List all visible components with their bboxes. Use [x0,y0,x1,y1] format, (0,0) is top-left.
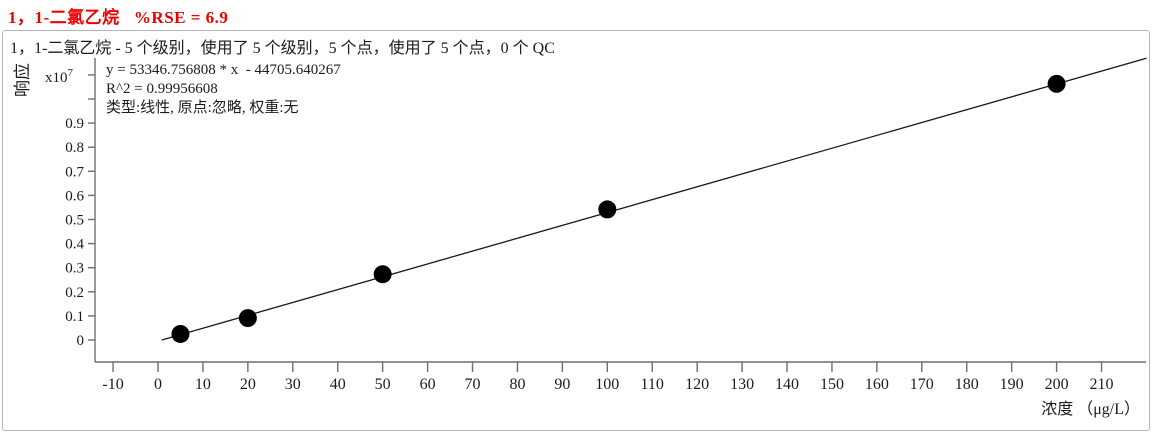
fit-equation-block: y = 53346.756808 * x - 44705.640267 R^2 … [106,61,341,118]
y-tick-label: 0.6 [65,188,84,204]
y-tick-label: 0.4 [65,237,84,253]
x-tick-label: 200 [1045,376,1069,393]
x-tick-label: 100 [595,376,619,393]
y-axis-scale-label: x107 [45,67,73,87]
y-scale-base: x10 [45,70,68,86]
x-tick-label: 130 [730,376,754,393]
x-tick-label: 110 [641,376,664,393]
x-tick-label: 210 [1090,376,1114,393]
y-tick-label: 0.5 [65,213,84,229]
y-tick-label: 0.1 [65,309,84,325]
data-point[interactable] [171,324,190,343]
x-tick-label: 10 [195,376,211,393]
x-tick-label: 90 [554,376,570,393]
x-axis-title: 浓度 （μg/L） [1041,401,1140,418]
x-tick-label: 180 [955,376,979,393]
y-tick-label: 0.9 [65,116,84,132]
data-point[interactable] [238,309,257,328]
x-tick-label: 150 [820,376,844,393]
fit-settings: 类型:线性, 原点:忽略, 权重:无 [106,100,299,116]
chart-subtitle: 1，1-二氯乙烷 - 5 个级别，使用了 5 个级别，5 个点，使用了 5 个点… [10,40,555,57]
data-point[interactable] [1047,74,1066,93]
x-tick-label: 40 [330,376,346,393]
x-tick-label: 80 [509,376,525,393]
regression-line [161,57,1147,341]
fit-equation: y = 53346.756808 * x - 44705.640267 [106,62,341,78]
chart-frame: 1，1-二氯乙烷 - 5 个级别，使用了 5 个级别，5 个点，使用了 5 个点… [2,30,1150,431]
y-tick-label: 0.8 [65,140,84,156]
y-scale-exponent: 7 [67,67,74,79]
x-tick-label: 0 [154,376,162,393]
data-point[interactable] [598,200,617,219]
fit-r-squared: R^2 = 0.99956608 [106,81,218,97]
x-tick-label: 170 [910,376,934,393]
y-tick-label: 0.7 [65,164,84,180]
x-tick-label: 190 [1000,376,1024,393]
x-tick-label: -10 [102,376,123,393]
x-tick-label: 70 [465,376,481,393]
calibration-plot[interactable]: -10 0 10 20 30 40 50 60 70 80 90 100 110 120 130 140 150… [3,31,1149,429]
compound-title: 1，1-二氯乙烷 %RSE = 6.9 [8,8,229,27]
x-tick-label: 160 [865,376,889,393]
data-point[interactable] [373,265,392,284]
x-tick-label: 20 [240,376,256,393]
x-tick-label: 60 [420,376,436,393]
x-tick-label: 140 [775,376,799,393]
y-tick-label: 0.3 [65,261,84,277]
x-tick-label: 30 [285,376,301,393]
x-tick-label: 120 [685,376,709,393]
y-tick-label: 0.2 [65,285,84,301]
x-tick-label: 50 [375,376,391,393]
y-tick-label: 0 [77,333,85,349]
